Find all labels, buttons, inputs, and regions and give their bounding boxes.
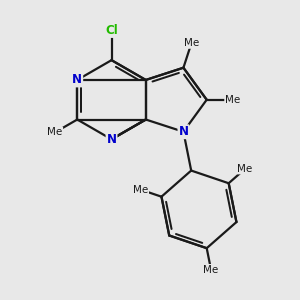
- Text: Cl: Cl: [105, 24, 118, 37]
- Text: Me: Me: [225, 95, 240, 105]
- Text: N: N: [178, 125, 188, 138]
- Text: Me: Me: [47, 128, 63, 137]
- Text: Me: Me: [133, 185, 148, 195]
- Text: Me: Me: [184, 38, 199, 48]
- Text: Me: Me: [237, 164, 253, 174]
- Text: Me: Me: [203, 265, 219, 275]
- Text: N: N: [106, 133, 116, 146]
- Text: N: N: [72, 74, 82, 86]
